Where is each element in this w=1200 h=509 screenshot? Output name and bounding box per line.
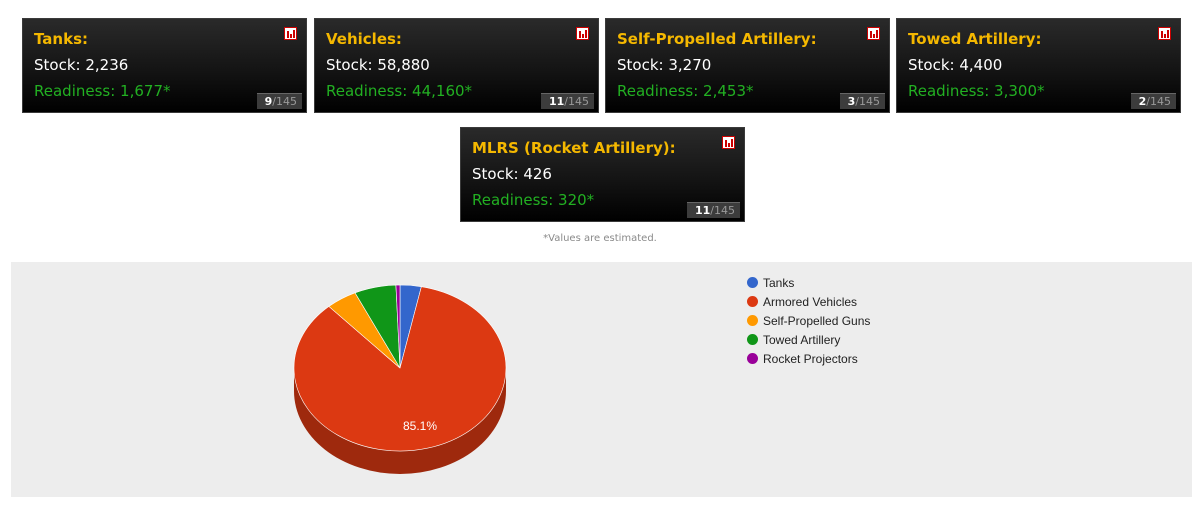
rank-value: 11 <box>548 95 565 108</box>
stat-card-self-propelled-artillery: Self-Propelled Artillery: Stock: 3,270 R… <box>605 18 890 113</box>
stat-card-towed-artillery: Towed Artillery: Stock: 4,400 Readiness:… <box>896 18 1181 113</box>
chart-icon[interactable] <box>576 27 589 40</box>
card-title: MLRS (Rocket Artillery): <box>472 139 676 157</box>
rank-badge: 11/145 <box>686 202 740 218</box>
card-stock: Stock: 58,880 <box>326 56 430 74</box>
chart-panel <box>11 262 1192 497</box>
legend-label: Armored Vehicles <box>763 294 858 309</box>
card-stock: Stock: 426 <box>472 165 552 183</box>
card-readiness: Readiness: 3,300* <box>908 82 1045 100</box>
legend-swatch <box>747 277 758 288</box>
chart-icon[interactable] <box>1158 27 1171 40</box>
card-stock: Stock: 2,236 <box>34 56 129 74</box>
card-title: Tanks: <box>34 30 89 48</box>
legend-swatch <box>747 353 758 364</box>
rank-value: 11 <box>694 204 711 217</box>
rank-total: /145 <box>272 95 297 108</box>
chart-icon[interactable] <box>284 27 297 40</box>
pie-side-armored-vehicles <box>294 368 506 474</box>
card-title: Towed Artillery: <box>908 30 1042 48</box>
rank-badge: 3/145 <box>839 93 885 109</box>
pie-slice-armored-vehicles[interactable] <box>293 286 507 452</box>
stat-card-tanks: Tanks: Stock: 2,236 Readiness: 1,677* 9/… <box>22 18 307 113</box>
legend-swatch <box>747 315 758 326</box>
legend-item[interactable]: Armored Vehicles <box>747 292 870 311</box>
legend-label: Rocket Projectors <box>763 351 858 366</box>
card-title: Self-Propelled Artillery: <box>617 30 817 48</box>
rank-value: 9 <box>264 95 273 108</box>
legend-swatch <box>747 334 758 345</box>
card-readiness: Readiness: 2,453* <box>617 82 754 100</box>
rank-total: /145 <box>564 95 589 108</box>
rank-badge: 9/145 <box>256 93 302 109</box>
card-title: Vehicles: <box>326 30 402 48</box>
pie-slice-rocket-projectors[interactable] <box>395 284 401 369</box>
legend-item[interactable]: Towed Artillery <box>747 330 870 349</box>
chart-legend: Tanks Armored Vehicles Self-Propelled Guns… <box>747 273 870 368</box>
card-readiness: Readiness: 320* <box>472 191 595 209</box>
card-readiness: Readiness: 1,677* <box>34 82 171 100</box>
stat-card-mlrs: MLRS (Rocket Artillery): Stock: 426 Read… <box>460 127 745 222</box>
legend-swatch <box>747 296 758 307</box>
chart-icon[interactable] <box>867 27 880 40</box>
legend-label: Self-Propelled Guns <box>763 313 871 328</box>
chart-icon[interactable] <box>722 136 735 149</box>
rank-value: 3 <box>847 95 856 108</box>
pie-slice-label: 85.1% <box>403 419 437 433</box>
card-stock: Stock: 3,270 <box>617 56 712 74</box>
rank-badge: 11/145 <box>540 93 594 109</box>
legend-label: Tanks <box>763 275 795 290</box>
card-stock: Stock: 4,400 <box>908 56 1003 74</box>
legend-label: Towed Artillery <box>763 332 841 347</box>
estimate-note: *Values are estimated. <box>543 233 657 244</box>
legend-item[interactable]: Tanks <box>747 273 870 292</box>
legend-item[interactable]: Self-Propelled Guns <box>747 311 870 330</box>
legend-item[interactable]: Rocket Projectors <box>747 349 870 368</box>
stat-card-vehicles: Vehicles: Stock: 58,880 Readiness: 44,16… <box>314 18 599 113</box>
rank-badge: 2/145 <box>1130 93 1176 109</box>
rank-total: /145 <box>855 95 880 108</box>
rank-value: 2 <box>1138 95 1147 108</box>
rank-total: /145 <box>710 204 735 217</box>
card-readiness: Readiness: 44,160* <box>326 82 473 100</box>
rank-total: /145 <box>1146 95 1171 108</box>
